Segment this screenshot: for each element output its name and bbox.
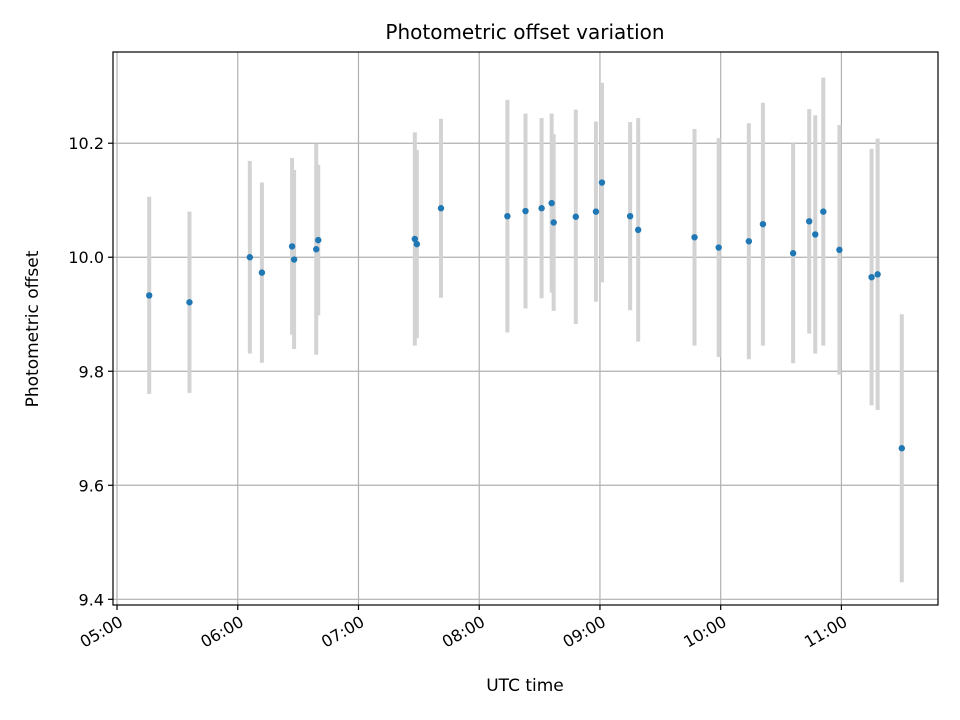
x-tick-label: 09:00 <box>560 612 609 652</box>
y-tick-label: 9.8 <box>79 362 104 381</box>
data-point <box>592 208 600 215</box>
data-point <box>626 212 634 220</box>
x-tick-label: 08:00 <box>439 612 488 652</box>
data-point <box>288 243 296 250</box>
y-axis: 9.4 9.6 9.8 10.0 10.2 <box>68 134 113 609</box>
data-point <box>313 246 320 253</box>
x-tick-label: 05:00 <box>77 612 126 652</box>
data-point <box>812 231 819 238</box>
y-axis-label: Photometric offset <box>23 250 43 407</box>
data-point <box>437 205 445 212</box>
data-point <box>258 269 266 276</box>
data-point <box>146 292 153 299</box>
x-axis-label: UTC time <box>486 676 564 696</box>
chart-title: Photometric offset variation <box>385 20 664 44</box>
x-axis: 05:00 06:00 07:00 08:00 09:00 10:00 11:00 <box>77 605 850 652</box>
data-point <box>550 219 557 226</box>
data-point <box>186 299 193 306</box>
data-point <box>538 205 545 212</box>
x-tick-label: 07:00 <box>318 612 367 652</box>
data-point <box>691 234 698 241</box>
data-point <box>898 445 905 452</box>
x-tick-label: 06:00 <box>197 612 246 652</box>
data-point <box>789 250 797 257</box>
data-point <box>572 213 580 220</box>
data-point <box>868 273 875 281</box>
data-point <box>836 246 843 254</box>
data-point <box>874 271 881 278</box>
y-tick-label: 9.4 <box>79 590 104 609</box>
data-point <box>315 236 322 244</box>
data-points <box>146 179 905 452</box>
data-point <box>504 212 511 220</box>
data-point <box>290 256 298 263</box>
data-point <box>806 218 813 225</box>
data-point <box>745 238 753 245</box>
data-point <box>246 254 254 261</box>
data-point <box>411 235 419 243</box>
data-point <box>548 199 555 207</box>
data-point <box>820 208 827 215</box>
x-tick-label: 11:00 <box>801 612 850 652</box>
data-point <box>715 244 722 251</box>
y-tick-label: 9.6 <box>79 476 104 495</box>
data-point <box>634 226 642 234</box>
error-bars <box>147 77 904 583</box>
plot-frame <box>112 51 939 606</box>
data-point <box>522 207 529 215</box>
data-point <box>598 179 606 186</box>
data-point <box>413 240 421 248</box>
y-tick-label: 10.0 <box>68 248 104 267</box>
data-point <box>759 220 767 228</box>
x-tick-label: 10:00 <box>680 612 729 652</box>
y-tick-label: 10.2 <box>68 134 104 153</box>
